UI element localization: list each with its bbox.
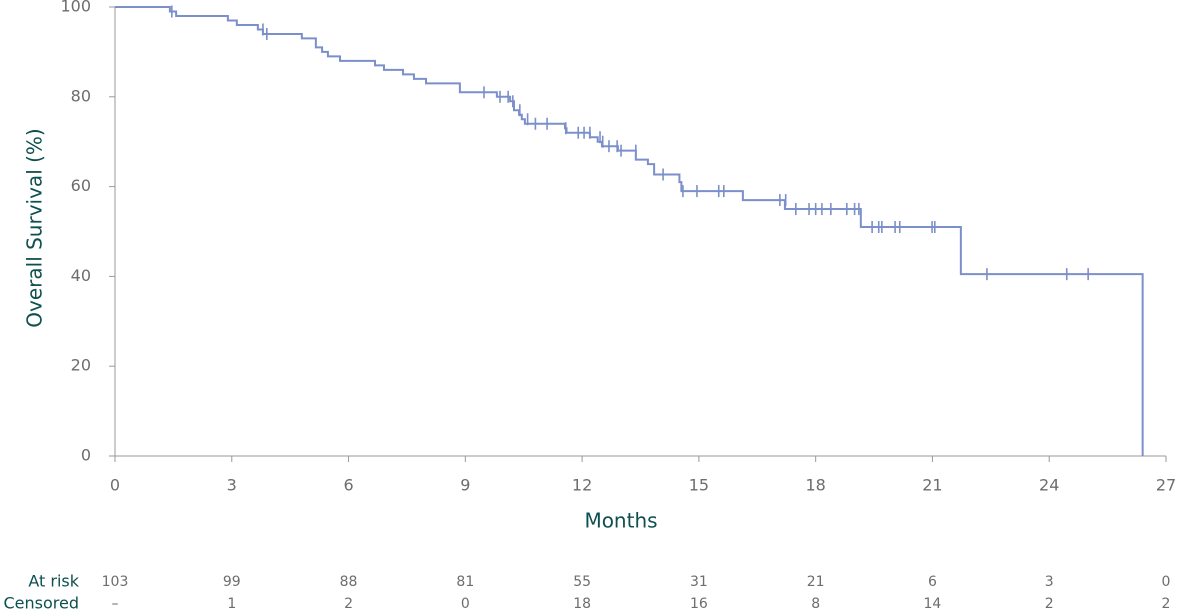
risk-value: 16 [690,596,708,611]
y-tick-label: 20 [71,356,91,375]
x-axis-label: Months [584,509,657,533]
risk-value: 14 [924,596,942,611]
x-tick-label: 9 [460,476,470,495]
risk-value: 55 [573,574,591,590]
risk-value: 99 [223,574,241,590]
x-tick-label: 6 [343,476,353,495]
y-tick-label: 40 [71,266,91,285]
risk-value: 8 [811,596,820,611]
risk-value: 6 [928,574,937,590]
y-tick-label: 60 [71,176,91,195]
x-tick-label: 3 [227,476,237,495]
risk-value: 1 [227,596,236,611]
y-tick-label: 100 [60,0,91,16]
risk-value: 88 [340,574,358,590]
risk-value: 103 [102,574,129,590]
y-tick-label: 0 [81,446,91,465]
x-tick-label: 15 [689,476,709,495]
risk-value: 18 [573,596,591,611]
risk-value: 81 [456,574,474,590]
risk-value: 31 [690,574,708,590]
risk-value: 0 [461,596,470,611]
x-tick-label: 24 [1039,476,1059,495]
risk-value: 2 [1162,596,1171,611]
x-tick-label: 12 [572,476,592,495]
y-axis-label: Overall Survival (%) [23,128,47,327]
y-tick-label: 80 [71,86,91,105]
x-tick-label: 18 [805,476,825,495]
risk-value: 21 [807,574,825,590]
x-tick-label: 21 [922,476,942,495]
x-tick-label: 27 [1156,476,1176,495]
risk-value: – [112,596,119,611]
risk-value: 0 [1162,574,1171,590]
risk-row-label: Censored [3,594,79,611]
x-tick-label: 0 [110,476,120,495]
risk-value: 2 [344,596,353,611]
risk-value: 2 [1045,596,1054,611]
risk-row-label: At risk [28,572,79,591]
risk-value: 3 [1045,574,1054,590]
survival-curve [115,6,1144,456]
